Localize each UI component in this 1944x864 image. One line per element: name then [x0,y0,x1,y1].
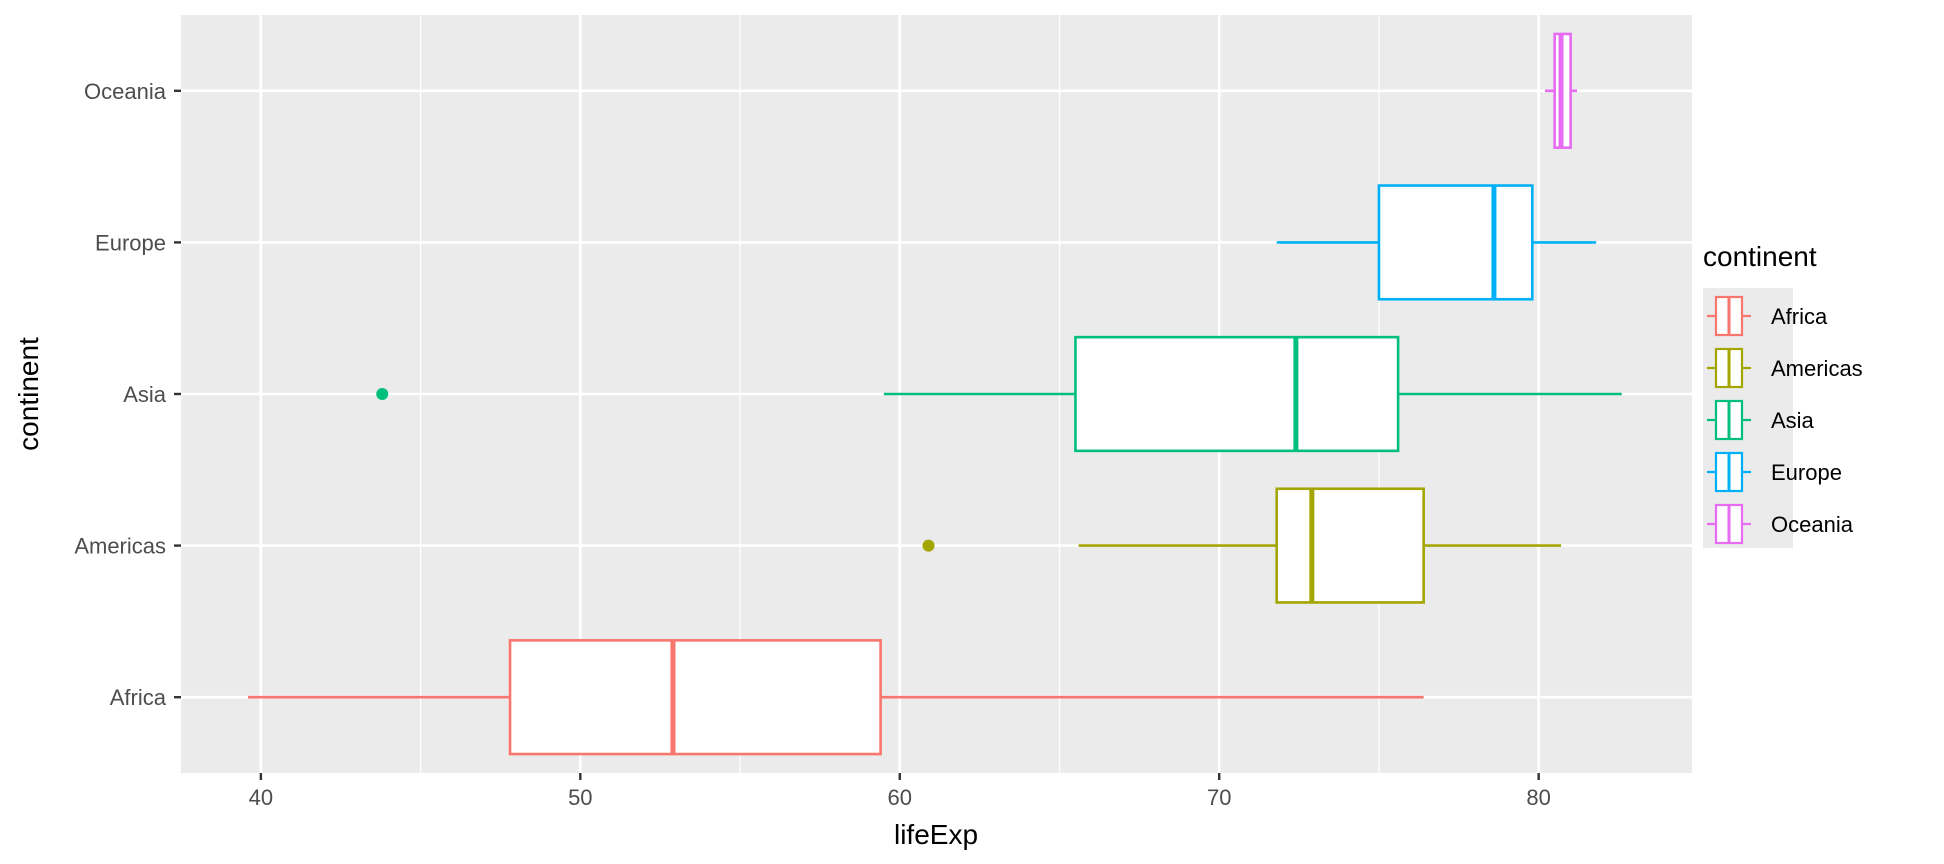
x-tick-label: 40 [249,785,273,810]
y-tick-label: Americas [74,534,166,559]
y-tick-label: Oceania [84,79,167,104]
box-iqr [1275,487,1425,604]
outlier-point [922,539,935,552]
legend-label: Asia [1771,408,1815,433]
legend-label: Oceania [1771,512,1854,537]
legend-items: Africa Americas Asia Europe Oceania [1707,295,1863,545]
box-africa [248,639,1424,756]
x-tick-label: 60 [888,785,912,810]
y-tick-label: Europe [95,230,166,255]
legend-item-oceania: Oceania [1707,503,1854,545]
outlier-point [376,388,389,400]
box-asia [376,335,1622,453]
legend-title: continent [1703,241,1817,272]
legend-label: Europe [1771,460,1842,485]
boxes [248,32,1622,756]
box-europe [1276,184,1597,301]
x-tick-label: 50 [568,785,592,810]
legend-item-americas: Americas [1707,347,1863,389]
legend-label: Americas [1771,356,1863,381]
box-iqr [508,639,882,756]
legend: continent Africa Americas Asia Europe Oceani… [1703,241,1863,548]
x-axis-title: lifeExp [894,819,978,850]
legend-label: Africa [1771,304,1828,329]
x-tick-label: 70 [1207,785,1231,810]
box-oceania [1545,32,1577,149]
y-tick-label: Africa [110,685,167,710]
legend-item-africa: Africa [1707,295,1828,337]
legend-item-europe: Europe [1707,451,1842,493]
y-axis: Africa Americas Asia Europe Oceania [74,79,181,710]
y-axis-title: continent [13,337,44,451]
box-iqr [1074,335,1400,453]
box-americas [922,487,1562,604]
x-axis: 40 50 60 70 80 [249,773,1551,810]
x-tick-label: 80 [1526,785,1550,810]
y-tick-label: Asia [123,382,167,407]
legend-item-asia: Asia [1707,399,1815,441]
box-iqr [1377,184,1534,301]
